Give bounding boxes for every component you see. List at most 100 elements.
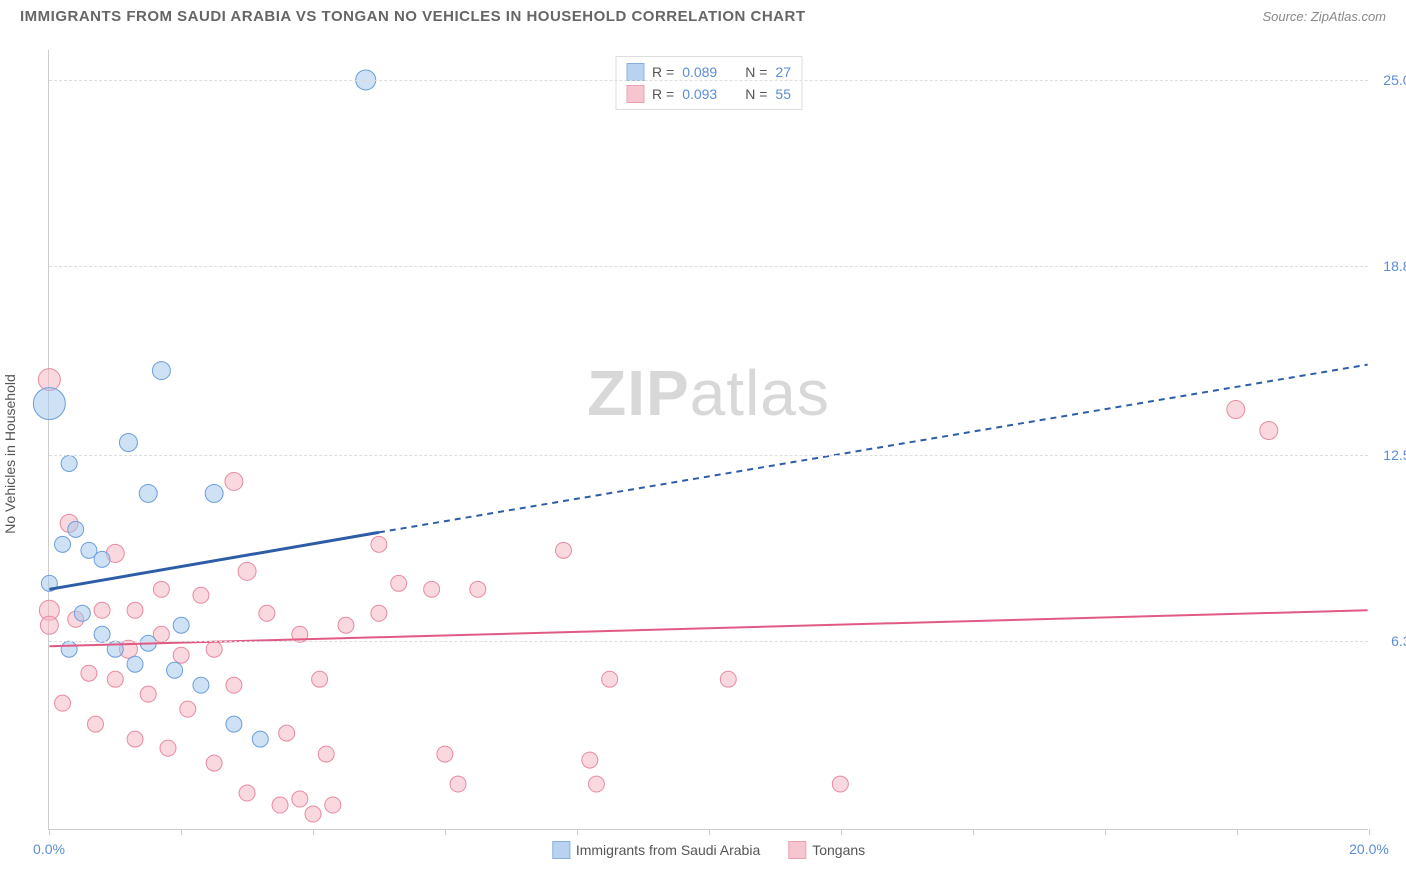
data-point	[206, 755, 222, 771]
data-point	[226, 716, 242, 732]
data-point	[450, 776, 466, 792]
data-point	[127, 656, 143, 672]
data-point	[424, 581, 440, 597]
ytick-label: 18.8%	[1383, 258, 1406, 274]
trend-line-extrapolated	[379, 365, 1368, 533]
xtick	[577, 829, 578, 835]
data-point	[338, 617, 354, 633]
data-point	[1260, 422, 1278, 440]
ytick-label: 25.0%	[1383, 72, 1406, 88]
legend-item: Immigrants from Saudi Arabia	[552, 841, 760, 859]
data-point	[127, 731, 143, 747]
legend-swatch	[626, 85, 644, 103]
xtick	[181, 829, 182, 835]
data-point	[160, 740, 176, 756]
ytick-label: 6.3%	[1391, 633, 1406, 649]
data-point	[68, 521, 84, 537]
n-label: N =	[745, 64, 767, 80]
data-point	[312, 671, 328, 687]
data-point	[371, 536, 387, 552]
data-point	[173, 647, 189, 663]
data-point	[61, 455, 77, 471]
data-point	[238, 562, 256, 580]
xtick-label: 0.0%	[33, 841, 65, 857]
data-point	[74, 605, 90, 621]
data-point	[94, 602, 110, 618]
r-value: 0.093	[682, 86, 717, 102]
correlation-legend: R = 0.089 N = 27 R = 0.093 N = 55	[615, 56, 802, 110]
data-point	[279, 725, 295, 741]
data-point	[153, 581, 169, 597]
data-point	[40, 616, 58, 634]
legend-label: Immigrants from Saudi Arabia	[576, 842, 760, 858]
xtick	[313, 829, 314, 835]
legend-swatch	[552, 841, 570, 859]
gridline	[49, 641, 1368, 642]
legend-row: R = 0.093 N = 55	[626, 83, 791, 105]
xtick-label: 20.0%	[1349, 841, 1389, 857]
data-point	[602, 671, 618, 687]
data-point	[225, 472, 243, 490]
xtick	[709, 829, 710, 835]
data-point	[55, 695, 71, 711]
data-point	[94, 551, 110, 567]
xtick	[49, 829, 50, 835]
data-point	[305, 806, 321, 822]
data-point	[139, 484, 157, 502]
r-label: R =	[652, 86, 674, 102]
data-point	[107, 671, 123, 687]
data-point	[61, 641, 77, 657]
y-axis-label: No Vehicles in Household	[2, 374, 18, 534]
chart-title: IMMIGRANTS FROM SAUDI ARABIA VS TONGAN N…	[20, 8, 806, 25]
data-point	[119, 434, 137, 452]
data-point	[205, 484, 223, 502]
data-point	[325, 797, 341, 813]
data-point	[588, 776, 604, 792]
legend-label: Tongans	[812, 842, 865, 858]
n-label: N =	[745, 86, 767, 102]
data-point	[193, 677, 209, 693]
xtick	[1237, 829, 1238, 835]
gridline	[49, 266, 1368, 267]
chart-area: ZIPatlas R =0.089N =27R =0.093N =55 Immi…	[48, 50, 1368, 830]
xtick	[1369, 829, 1370, 835]
data-point	[391, 575, 407, 591]
data-point	[832, 776, 848, 792]
gridline	[49, 80, 1368, 81]
data-point	[470, 581, 486, 597]
xtick	[973, 829, 974, 835]
r-label: R =	[652, 64, 674, 80]
ytick-label: 12.5%	[1383, 447, 1406, 463]
data-point	[318, 746, 334, 762]
data-point	[193, 587, 209, 603]
xtick	[445, 829, 446, 835]
chart-header: IMMIGRANTS FROM SAUDI ARABIA VS TONGAN N…	[0, 0, 1406, 29]
data-point	[33, 388, 65, 420]
data-point	[206, 641, 222, 657]
data-point	[173, 617, 189, 633]
data-point	[1227, 401, 1245, 419]
n-value: 55	[775, 86, 791, 102]
data-point	[167, 662, 183, 678]
data-point	[239, 785, 255, 801]
scatter-plot	[49, 50, 1368, 829]
data-point	[720, 671, 736, 687]
data-point	[180, 701, 196, 717]
legend-swatch	[788, 841, 806, 859]
data-point	[252, 731, 268, 747]
gridline	[49, 455, 1368, 456]
data-point	[259, 605, 275, 621]
data-point	[555, 542, 571, 558]
data-point	[140, 686, 156, 702]
n-value: 27	[775, 64, 791, 80]
data-point	[94, 626, 110, 642]
data-point	[292, 791, 308, 807]
chart-source: Source: ZipAtlas.com	[1262, 9, 1386, 24]
data-point	[437, 746, 453, 762]
legend-swatch	[626, 63, 644, 81]
data-point	[87, 716, 103, 732]
data-point	[272, 797, 288, 813]
data-point	[127, 602, 143, 618]
r-value: 0.089	[682, 64, 717, 80]
data-point	[81, 665, 97, 681]
